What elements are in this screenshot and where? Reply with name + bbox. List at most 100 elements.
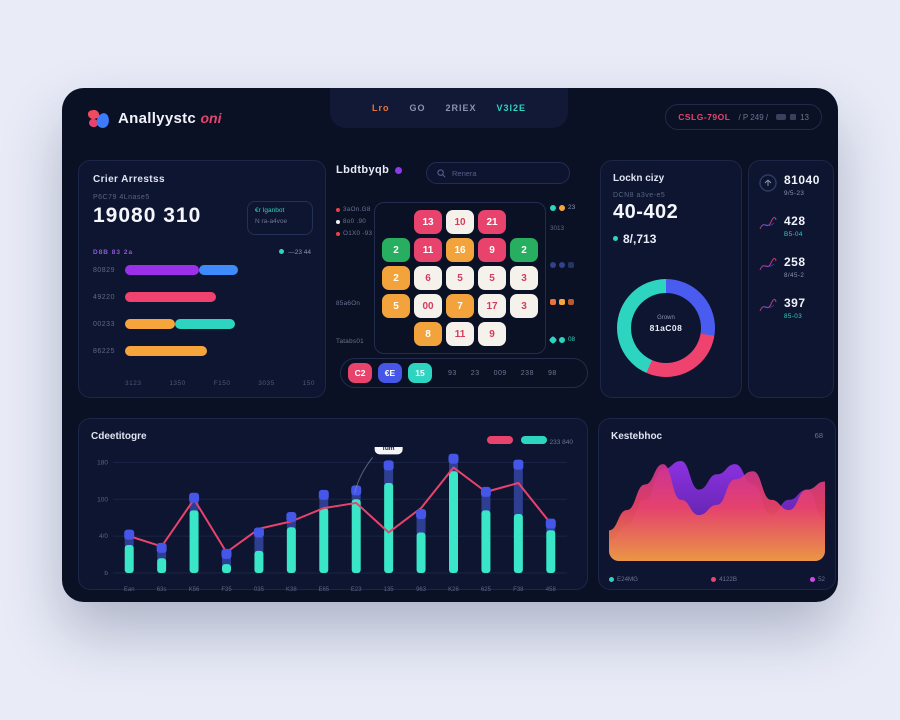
bar-cap[interactable] bbox=[513, 464, 523, 517]
bar[interactable] bbox=[124, 544, 134, 573]
calendar-side-label: 85a6On bbox=[336, 300, 361, 307]
calendar-day-cell[interactable]: 11 bbox=[446, 322, 474, 346]
nav-item-0[interactable]: Lro bbox=[371, 103, 390, 113]
legend-right: —23 44 bbox=[279, 249, 311, 256]
line-marker[interactable] bbox=[351, 485, 362, 496]
calendar-day-cell[interactable]: 5 bbox=[446, 266, 474, 290]
bar[interactable] bbox=[481, 510, 491, 573]
line-marker[interactable] bbox=[253, 527, 264, 538]
calendar-day-cell[interactable]: 5 bbox=[478, 266, 506, 290]
blue-icons-cluster[interactable] bbox=[550, 262, 596, 268]
legend-item: 52 bbox=[810, 576, 825, 583]
chip-button[interactable]: 15 bbox=[408, 363, 432, 383]
bar-cap[interactable] bbox=[416, 514, 426, 536]
calendar-side-label: 3aOn.G8 bbox=[336, 206, 371, 213]
calendar-day-cell[interactable]: 2 bbox=[382, 238, 410, 262]
calendar-day-cell[interactable]: 21 bbox=[478, 210, 506, 234]
line-marker[interactable] bbox=[318, 489, 329, 500]
bar[interactable] bbox=[416, 532, 426, 573]
calendar-grid: 13 10 21 2 11 16 9 2 2 6 5 5 3 5 00 7 17 3 8 11 9 bbox=[382, 210, 538, 346]
calendar-day-cell[interactable]: 6 bbox=[414, 266, 442, 290]
line-marker[interactable] bbox=[383, 460, 394, 471]
line-marker[interactable] bbox=[448, 453, 459, 464]
visitors-side-box[interactable]: €r Iganbot N ra-a4voe bbox=[247, 201, 313, 235]
combo-chart[interactable]: 180 100 4/0 b Ean 63s K56 F35 035 K38 E65 E23 135 963… bbox=[87, 447, 573, 597]
calendar-day-cell[interactable]: 9 bbox=[478, 238, 506, 262]
calendar-day-cell[interactable]: 16 bbox=[446, 238, 474, 262]
calendar-day-cell[interactable]: 2 bbox=[382, 266, 410, 290]
calendar-day-cell[interactable]: 2 bbox=[510, 238, 538, 262]
calendar-day-cell[interactable]: 11 bbox=[414, 238, 442, 262]
line-marker[interactable] bbox=[545, 518, 556, 529]
account-id: CSLG-79OL bbox=[678, 112, 731, 122]
nav-item-1[interactable]: GO bbox=[409, 103, 426, 113]
line-marker[interactable] bbox=[156, 542, 167, 553]
bar[interactable] bbox=[189, 510, 199, 573]
visitor-bar-row: 80829 bbox=[93, 265, 311, 275]
line-marker[interactable] bbox=[480, 486, 491, 497]
bar[interactable] bbox=[157, 558, 167, 573]
calendar-day-cell[interactable]: 10 bbox=[446, 210, 474, 234]
account-pill[interactable]: CSLG-79OL / P 249 / 13 bbox=[665, 104, 822, 130]
bar[interactable] bbox=[286, 527, 296, 573]
stat-row[interactable]: 81040 9/5-23 bbox=[758, 173, 824, 197]
account-icons[interactable]: 13 bbox=[776, 113, 809, 122]
area-chart[interactable] bbox=[609, 451, 825, 561]
lectures-delta: 8/,713 bbox=[613, 232, 729, 246]
line-marker[interactable] bbox=[189, 492, 200, 503]
bar[interactable] bbox=[384, 483, 394, 573]
stat-row[interactable]: 258 8/45-2 bbox=[758, 255, 824, 279]
bar-segment bbox=[199, 265, 239, 275]
bar[interactable] bbox=[546, 530, 556, 573]
teal-icons-cluster[interactable]: 08 bbox=[548, 335, 596, 344]
bar-cap[interactable] bbox=[481, 491, 491, 514]
donut-chart[interactable]: Grown 81aC08 bbox=[617, 279, 715, 377]
svg-text:K26: K26 bbox=[448, 587, 459, 593]
bar[interactable] bbox=[513, 514, 523, 573]
bar[interactable] bbox=[254, 550, 264, 573]
calendar-day-cell[interactable]: 3 bbox=[510, 294, 538, 318]
chips-row: C2 €E 15 93 23 009 238 98 bbox=[340, 358, 588, 388]
line-marker[interactable] bbox=[221, 548, 232, 559]
bar-segment bbox=[125, 292, 217, 302]
calendar-day-cell[interactable]: 9 bbox=[478, 322, 506, 346]
stat-row[interactable]: 428 B5-04 bbox=[758, 214, 824, 238]
visitor-bar-row: 86225 bbox=[93, 346, 311, 356]
bar-cap[interactable] bbox=[384, 465, 394, 487]
legend-item: 4122B bbox=[711, 576, 737, 583]
orange-icons-cluster[interactable] bbox=[550, 299, 596, 305]
bar-label: 00233 bbox=[93, 320, 115, 328]
svg-text:135: 135 bbox=[384, 587, 395, 593]
chip-button[interactable]: C2 bbox=[348, 363, 372, 383]
donut-center: Grown 81aC08 bbox=[649, 315, 683, 333]
bar[interactable] bbox=[319, 508, 329, 573]
stat-sublabel: 9/5-23 bbox=[784, 190, 805, 197]
bar[interactable] bbox=[449, 471, 458, 573]
line-marker[interactable] bbox=[286, 511, 297, 522]
nav-item-3[interactable]: V3I2E bbox=[496, 103, 527, 113]
chip-number: 238 bbox=[520, 369, 534, 377]
app-logo[interactable]: Anallyystc oni bbox=[87, 108, 222, 130]
squiggle-icon bbox=[758, 255, 778, 275]
bar[interactable] bbox=[351, 499, 361, 573]
calendar-day-cell[interactable]: 00 bbox=[414, 294, 442, 318]
logo-icon bbox=[87, 108, 111, 130]
line-marker[interactable] bbox=[416, 509, 427, 519]
line-marker[interactable] bbox=[513, 459, 524, 470]
bar[interactable] bbox=[222, 564, 231, 573]
calendar-side-label: 8o0 .90 bbox=[336, 218, 366, 225]
calendar-day-cell[interactable]: 8 bbox=[414, 322, 442, 346]
calendar-day-cell[interactable]: 13 bbox=[414, 210, 442, 234]
calendar-empty-cell bbox=[510, 210, 538, 234]
chip-button[interactable]: €E bbox=[378, 363, 402, 383]
calendar-day-cell[interactable]: 3 bbox=[510, 266, 538, 290]
calendar-day-cell[interactable]: 7 bbox=[446, 294, 474, 318]
stat-sublabel: B5-04 bbox=[784, 231, 803, 238]
calendar-day-cell[interactable]: 17 bbox=[478, 294, 506, 318]
search-input[interactable]: Renera bbox=[426, 162, 570, 184]
calendar-day-cell[interactable]: 5 bbox=[382, 294, 410, 318]
line-marker[interactable] bbox=[124, 529, 135, 540]
nav-item-2[interactable]: 2RIEX bbox=[445, 103, 477, 113]
stat-row[interactable]: 397 85-03 bbox=[758, 296, 824, 320]
bar-cap[interactable] bbox=[254, 532, 264, 554]
